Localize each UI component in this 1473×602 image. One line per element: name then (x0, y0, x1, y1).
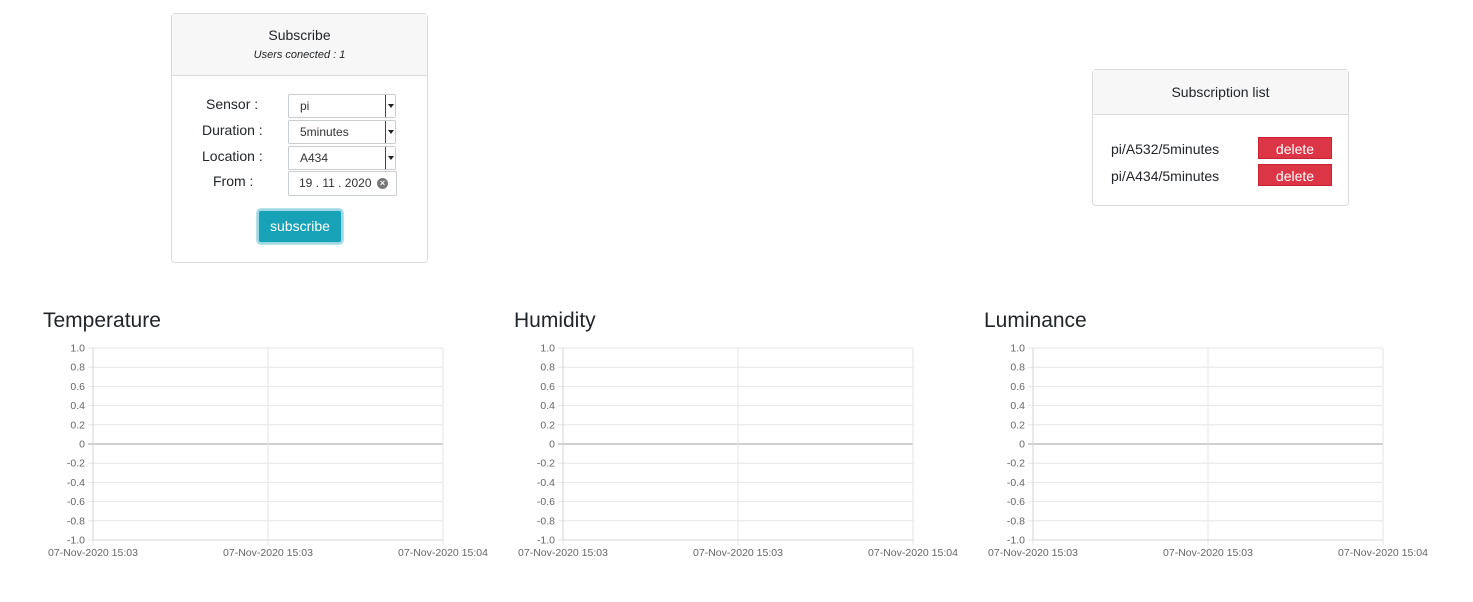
y-tick-label: -0.6 (67, 496, 85, 508)
humidity-chart: 1.00.80.60.40.20-0.2-0.4-0.6-0.8-1.007-N… (518, 343, 958, 560)
y-tick-label: 0.4 (540, 400, 555, 412)
x-tick-label: 07-Nov-2020 15:03 (1163, 547, 1253, 559)
location-label: Location : (202, 148, 263, 164)
duration-label: Duration : (202, 122, 263, 138)
chevron-down-icon[interactable] (385, 121, 395, 143)
y-tick-label: 0.4 (70, 400, 85, 412)
y-tick-label: 0.6 (540, 381, 555, 393)
subscribe-title: Subscribe (268, 27, 331, 43)
temperature-chart-title: Temperature (43, 309, 161, 332)
x-tick-label: 07-Nov-2020 15:03 (988, 547, 1078, 559)
luminance-chart: 1.00.80.60.40.20-0.2-0.4-0.6-0.8-1.007-N… (988, 343, 1428, 560)
x-tick-label: 07-Nov-2020 15:04 (398, 547, 488, 559)
chevron-down-icon[interactable] (385, 95, 395, 117)
clear-icon[interactable]: × (377, 178, 388, 189)
y-tick-label: -0.8 (67, 515, 85, 527)
temperature-chart: 1.00.80.60.40.20-0.2-0.4-0.6-0.8-1.007-N… (48, 343, 488, 560)
y-tick-label: 0.8 (1010, 362, 1025, 374)
chevron-down-icon[interactable] (385, 147, 395, 169)
y-tick-label: 0.8 (70, 362, 85, 374)
sensor-select[interactable]: pi (288, 94, 396, 118)
y-tick-label: 0.8 (540, 362, 555, 374)
delete-button[interactable]: delete (1258, 137, 1332, 159)
x-tick-label: 07-Nov-2020 15:04 (1338, 547, 1428, 559)
y-tick-label: -1.0 (1007, 535, 1025, 547)
subscription-list-header: Subscription list (1093, 70, 1348, 115)
duration-select-value: 5minutes (300, 125, 349, 139)
y-tick-label: 0 (79, 439, 85, 451)
sensor-label: Sensor : (206, 96, 259, 112)
y-tick-label: -1.0 (537, 535, 555, 547)
y-tick-label: 1.0 (70, 343, 85, 355)
users-connected-text: Users conected : 1 (253, 49, 346, 61)
x-tick-label: 07-Nov-2020 15:03 (693, 547, 783, 559)
y-tick-label: -1.0 (67, 535, 85, 547)
location-select-value: A434 (300, 151, 329, 165)
luminance-chart-title: Luminance (984, 309, 1087, 332)
y-tick-label: -0.4 (537, 477, 555, 489)
y-tick-label: 0.6 (1010, 381, 1025, 393)
x-tick-label: 07-Nov-2020 15:03 (518, 547, 608, 559)
duration-select[interactable]: 5minutes (288, 120, 396, 144)
subscribe-button[interactable]: subscribe (257, 209, 343, 244)
from-date-value: 19 . 11 . 2020 (299, 176, 372, 190)
sensor-select-value: pi (300, 99, 310, 113)
subscription-list-card: Subscription list pi/A532/5minutes delet… (1092, 69, 1349, 206)
y-tick-label: -0.6 (537, 496, 555, 508)
y-tick-label: 0 (1019, 439, 1025, 451)
subscribe-card-header: Subscribe Users conected : 1 (172, 14, 427, 76)
x-tick-label: 07-Nov-2020 15:04 (868, 547, 958, 559)
y-tick-label: 0.2 (70, 419, 85, 431)
x-tick-label: 07-Nov-2020 15:03 (48, 547, 138, 559)
y-tick-label: 0.2 (1010, 419, 1025, 431)
from-label: From : (213, 173, 254, 189)
y-tick-label: -0.8 (537, 515, 555, 527)
y-tick-label: 0.4 (1010, 400, 1025, 412)
humidity-chart-title: Humidity (514, 309, 596, 332)
subscription-item: pi/A434/5minutes (1111, 168, 1220, 184)
y-tick-label: -0.2 (67, 458, 85, 470)
subscribe-card: Subscribe Users conected : 1 Sensor : pi… (171, 13, 428, 263)
location-select[interactable]: A434 (288, 146, 396, 170)
y-tick-label: 0.2 (540, 419, 555, 431)
subscription-list-title: Subscription list (1171, 84, 1270, 100)
x-tick-label: 07-Nov-2020 15:03 (223, 547, 313, 559)
subscription-item: pi/A532/5minutes (1111, 141, 1220, 157)
y-tick-label: -0.4 (1007, 477, 1025, 489)
y-tick-label: -0.6 (1007, 496, 1025, 508)
y-tick-label: 1.0 (1010, 343, 1025, 355)
y-tick-label: 0 (549, 439, 555, 451)
y-tick-label: 0.6 (70, 381, 85, 393)
y-tick-label: -0.8 (1007, 515, 1025, 527)
y-tick-label: -0.2 (1007, 458, 1025, 470)
delete-button[interactable]: delete (1258, 164, 1332, 186)
from-date-input[interactable]: 19 . 11 . 2020 × (288, 171, 397, 196)
y-tick-label: -0.4 (67, 477, 85, 489)
y-tick-label: 1.0 (540, 343, 555, 355)
y-tick-label: -0.2 (537, 458, 555, 470)
